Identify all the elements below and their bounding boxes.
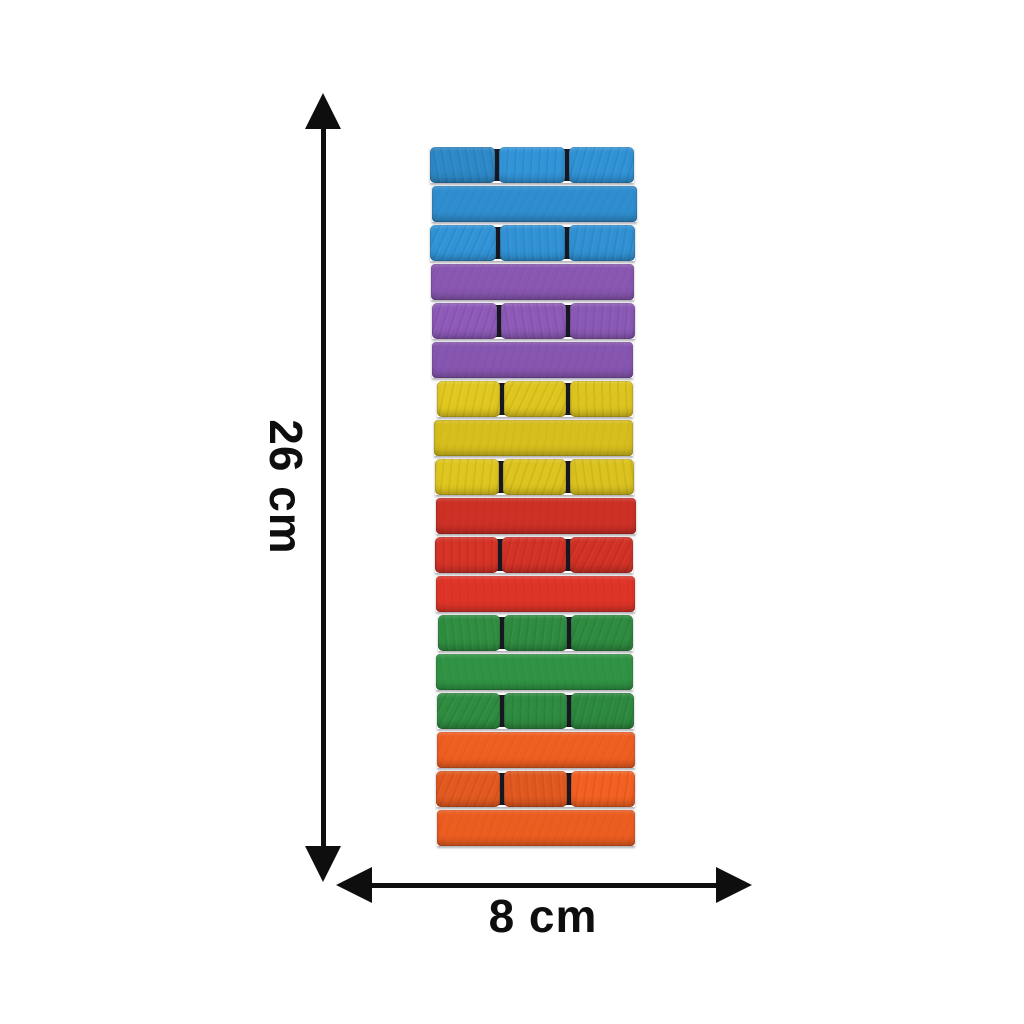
- block-row: [436, 498, 636, 534]
- wooden-block: [436, 576, 635, 612]
- block-row: [437, 693, 634, 729]
- wooden-block: [569, 225, 636, 261]
- wooden-block: [499, 225, 566, 261]
- wooden-block: [436, 771, 500, 807]
- arrow-head-right-icon: [716, 867, 752, 903]
- wooden-block: [570, 459, 635, 495]
- wooden-block: [437, 810, 635, 846]
- width-label: 8 cm: [488, 890, 598, 942]
- wooden-block: [430, 147, 496, 183]
- wooden-block: [435, 459, 499, 495]
- wooden-block: [502, 537, 566, 573]
- wooden-block: [570, 381, 634, 417]
- block-row: [436, 654, 633, 690]
- wooden-block: [432, 303, 497, 339]
- block-row: [436, 771, 636, 807]
- block-row: [432, 186, 637, 222]
- block-row: [438, 615, 634, 651]
- block-row: [435, 537, 634, 573]
- wooden-block: [499, 147, 565, 183]
- wooden-block: [436, 498, 636, 534]
- block-row: [432, 342, 633, 378]
- wooden-block: [568, 147, 635, 183]
- block-row: [436, 576, 635, 612]
- block-row: [430, 147, 635, 183]
- wooden-block: [432, 186, 637, 222]
- width-dimension-line: [368, 883, 718, 888]
- block-row: [430, 225, 636, 261]
- block-row: [434, 420, 633, 456]
- wooden-block: [570, 615, 634, 651]
- wooden-block: [437, 693, 500, 729]
- block-row: [435, 459, 635, 495]
- height-dimension-line: [321, 124, 326, 849]
- wooden-block: [431, 264, 634, 300]
- wooden-block: [430, 225, 496, 261]
- block-row: [437, 381, 634, 417]
- wooden-block: [434, 420, 633, 456]
- block-row: [432, 303, 635, 339]
- block-tower: [430, 147, 637, 847]
- wooden-block: [436, 654, 633, 690]
- block-row: [437, 810, 635, 846]
- height-label: 26 cm: [260, 419, 312, 555]
- wooden-block: [437, 381, 500, 417]
- arrow-head-down-icon: [305, 846, 341, 882]
- block-row: [431, 264, 634, 300]
- block-row: [437, 732, 635, 768]
- wooden-block: [437, 732, 635, 768]
- wooden-block: [569, 537, 634, 573]
- wooden-block: [502, 459, 567, 495]
- wooden-block: [504, 615, 567, 651]
- wooden-block: [571, 771, 636, 807]
- wooden-block: [438, 615, 501, 651]
- wooden-block: [504, 693, 567, 729]
- wooden-block: [501, 303, 566, 339]
- wooden-block: [432, 342, 633, 378]
- wooden-block: [571, 693, 634, 729]
- wooden-block: [503, 381, 567, 417]
- wooden-block: [570, 303, 635, 339]
- arrow-head-up-icon: [305, 93, 341, 129]
- wooden-block: [503, 771, 568, 807]
- arrow-head-left-icon: [336, 867, 372, 903]
- wooden-block: [435, 537, 499, 573]
